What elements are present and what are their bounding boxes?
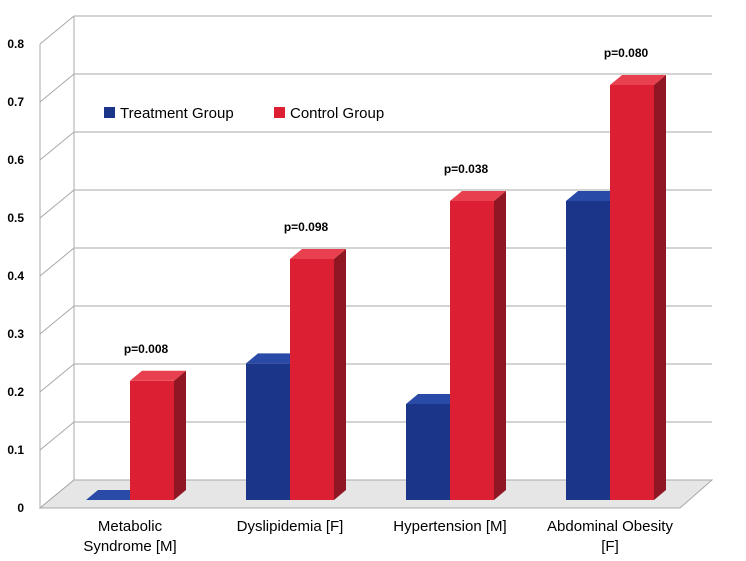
legend-label: Treatment Group [120, 105, 234, 122]
x-category-label: [F] [601, 538, 619, 555]
gridline-diag [39, 363, 75, 393]
bar-control [290, 249, 346, 500]
legend-label: Control Group [290, 105, 384, 122]
x-category-label: Metabolic [98, 518, 163, 535]
p-value-annotation: p=0.038 [444, 162, 489, 176]
bar-treatment [86, 490, 142, 500]
floor [38, 479, 714, 509]
bars [86, 75, 666, 500]
gridline-diag [39, 73, 75, 103]
gridline-diag [39, 131, 75, 161]
bar-control [610, 75, 666, 500]
legend-swatch [274, 107, 285, 118]
x-category-label: Syndrome [M] [83, 538, 176, 555]
y-tick-label: 0.5 [7, 211, 24, 225]
x-category-label: Dyslipidemia [F] [237, 518, 344, 535]
y-tick-label: 0.7 [7, 95, 24, 109]
bar-control [130, 370, 186, 500]
y-tick-label: 0.3 [7, 327, 24, 341]
gridline-diag [39, 305, 75, 335]
gridline-diag [39, 421, 75, 451]
legend-swatch [104, 107, 115, 118]
y-tick-label: 0.4 [7, 269, 24, 283]
gridline-diag [39, 247, 75, 277]
p-value-annotation: p=0.008 [124, 342, 169, 356]
gridline-diag [39, 15, 75, 45]
p-value-annotation: p=0.080 [604, 46, 649, 60]
bar-treatment [246, 353, 302, 500]
y-tick-label: 0.6 [7, 153, 24, 167]
bar-control [450, 191, 506, 500]
x-category-label: Hypertension [M] [393, 518, 506, 535]
legend: Treatment Group Control Group [104, 105, 384, 122]
gridlines [38, 15, 714, 509]
p-value-annotation: p=0.098 [284, 220, 329, 234]
y-tick-label: 0 [17, 501, 24, 515]
y-tick-label: 0.8 [7, 37, 24, 51]
labels: 0 0.1 0.2 0.3 0.4 0.5 0.6 0.7 0.8 p=0.008 Metaboli… [7, 37, 673, 555]
x-category-label: Abdominal Obesity [547, 518, 673, 535]
y-tick-label: 0.1 [7, 443, 24, 457]
y-tick-label: 0.2 [7, 385, 24, 399]
gridline-diag [39, 189, 75, 219]
